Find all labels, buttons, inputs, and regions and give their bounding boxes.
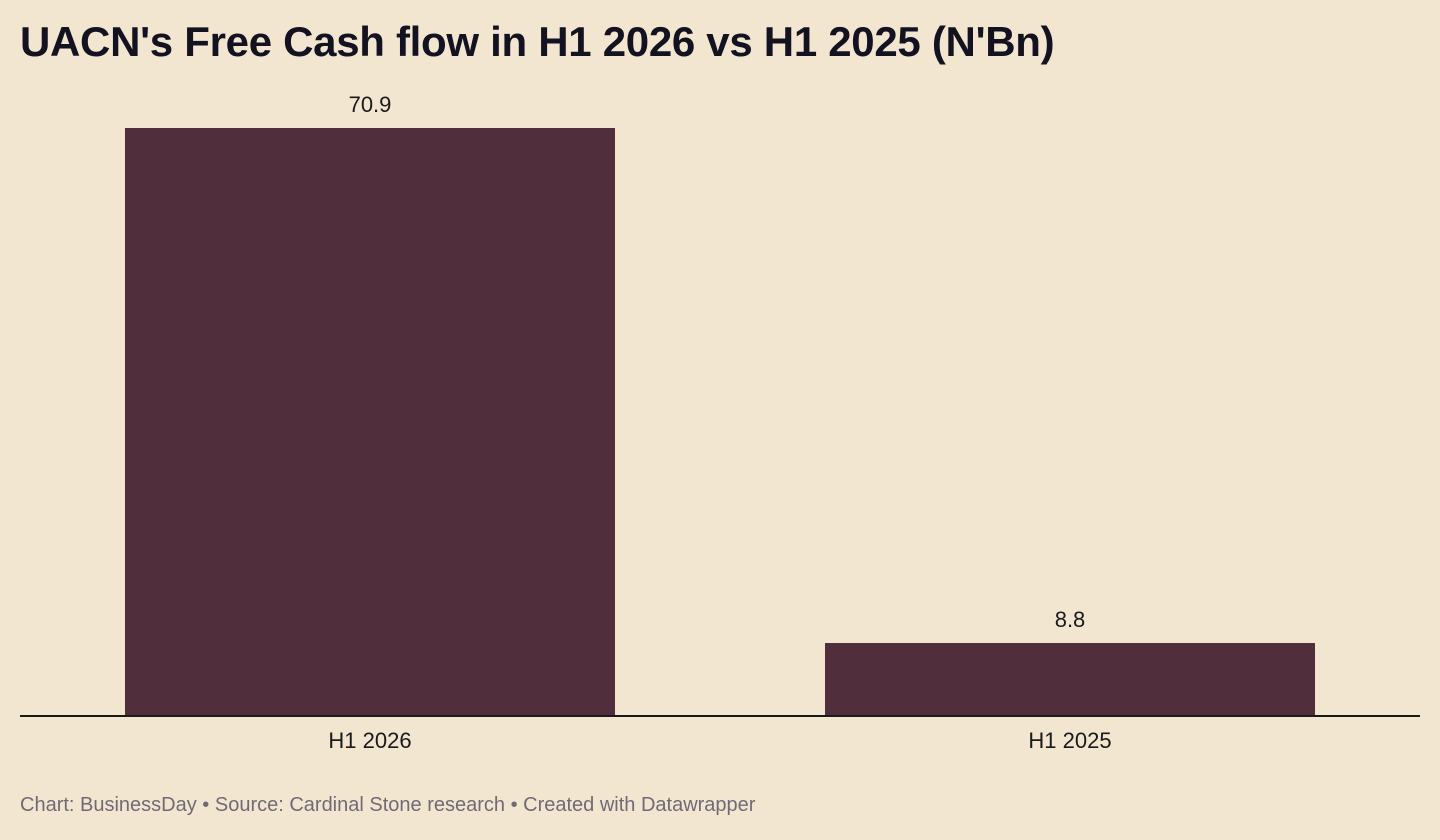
value-label-h1-2026: 70.9 xyxy=(349,92,392,117)
category-label-h1-2025: H1 2025 xyxy=(1028,728,1111,753)
category-label-h1-2026: H1 2026 xyxy=(328,728,411,753)
chart-footer-credit: Chart: BusinessDay • Source: Cardinal St… xyxy=(20,794,756,816)
value-label-h1-2025: 8.8 xyxy=(1055,607,1086,632)
chart-title: UACN's Free Cash flow in H1 2026 vs H1 2… xyxy=(20,18,1055,65)
bar-h1-2026 xyxy=(125,128,615,716)
bar-h1-2025 xyxy=(825,643,1315,716)
bar-chart: 70.9 H1 2026 8.8 H1 2025 xyxy=(20,92,1420,753)
